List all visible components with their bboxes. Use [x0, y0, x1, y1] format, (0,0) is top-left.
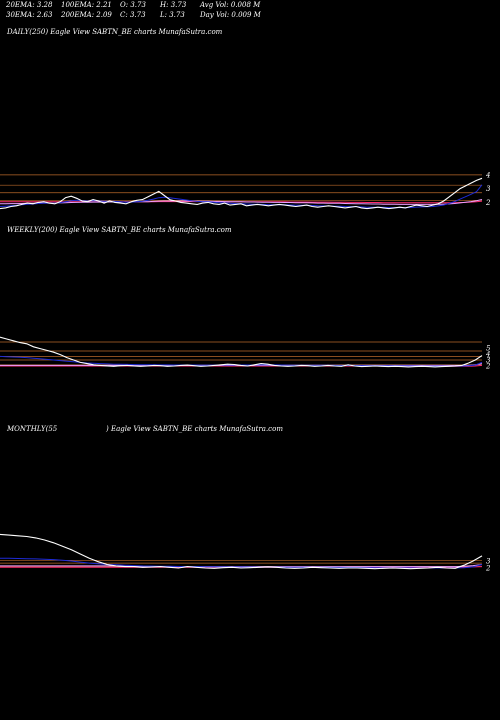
y-tick-label: 4: [485, 351, 490, 359]
y-tick-label: 3: [486, 357, 491, 365]
daily-panel: DAILY(250) Eagle View SABTN_BE charts Mu…: [0, 28, 500, 218]
low-readout: L: 3.73: [160, 11, 185, 19]
ema30-readout: 30EMA: 2.63: [6, 11, 53, 19]
ema100-readout: 100EMA: 2.21: [61, 1, 112, 9]
ema200-readout: 200EMA: 2.09: [61, 11, 112, 19]
y-tick-label: 4: [485, 171, 490, 179]
monthly-panel: MONTHLY(55 ) Eagle View SABTN_BE charts …: [0, 425, 500, 615]
high-readout: H: 3.73: [160, 1, 187, 9]
avg-vol-readout: Avg Vol: 0.008 M: [200, 1, 261, 9]
y-tick-label: 3: [486, 185, 491, 193]
indicator-header: 20EMA: 3.28 100EMA: 2.21 O: 3.73 H: 3.73…: [0, 0, 500, 26]
y-tick-label: 2: [485, 565, 491, 573]
weekly-panel-title: WEEKLY(200) Eagle View SABTN_BE charts M…: [7, 226, 232, 234]
y-tick-label: 2: [485, 199, 491, 207]
price-line: [0, 533, 483, 570]
ema20-readout: 20EMA: 3.28: [6, 1, 53, 9]
price-line: [0, 177, 483, 210]
y-tick-label: 3: [486, 558, 491, 566]
price-line: [0, 336, 483, 368]
day-vol-readout: Day Vol: 0.009 M: [200, 11, 261, 19]
close-readout: C: 3.73: [120, 11, 146, 19]
monthly-chart: 32: [0, 533, 491, 573]
monthly-panel-title-left: MONTHLY(55: [7, 425, 58, 433]
daily-chart: 4 3 2: [0, 171, 491, 210]
y-tick-label: 5: [486, 345, 491, 353]
ema-mid-line: [0, 564, 483, 568]
monthly-panel-title-right: ) Eagle View SABTN_BE charts MunafaSutra…: [106, 425, 283, 433]
y-tick-label: 2: [485, 363, 491, 371]
ema-mid-line: [0, 199, 483, 205]
open-readout: O: 3.73: [120, 1, 146, 9]
daily-panel-title: DAILY(250) Eagle View SABTN_BE charts Mu…: [7, 28, 223, 36]
weekly-panel: WEEKLY(200) Eagle View SABTN_BE charts M…: [0, 226, 500, 416]
